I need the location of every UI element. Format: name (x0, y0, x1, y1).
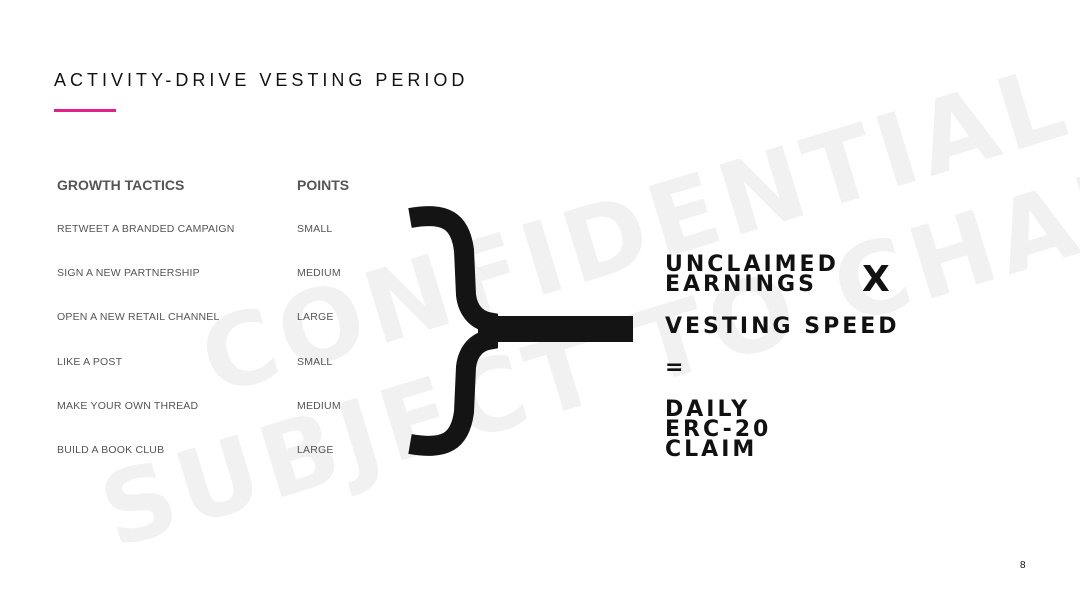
tactic-row: LIKE A POST (57, 356, 123, 368)
vesting-speed-term: VESTING SPEED (665, 314, 900, 339)
result-line1: DAILY (665, 397, 750, 422)
result-line2: ERC-20 (665, 417, 772, 442)
growth-tactics-header: GROWTH TACTICS (57, 177, 185, 193)
points-header: POINTS (297, 177, 350, 193)
curly-brace-arrow-icon (408, 206, 633, 456)
multiply-operator: X (862, 259, 890, 300)
term1-line2: EARNINGS (665, 272, 817, 297)
page-number: 8 (1020, 560, 1026, 571)
points-row: SMALL (297, 356, 333, 368)
points-row: LARGE (297, 311, 334, 323)
daily-claim-result: DAILY ERC-20 CLAIM (665, 397, 772, 462)
tactic-row: RETWEET A BRANDED CAMPAIGN (57, 223, 235, 235)
equals-sign: = (665, 355, 687, 380)
tactic-row: BUILD A BOOK CLUB (57, 444, 165, 456)
unclaimed-earnings-term: UNCLAIMED EARNINGS (665, 252, 839, 297)
points-row: MEDIUM (297, 400, 341, 412)
slide-title: ACTIVITY-DRIVE VESTING PERIOD (54, 70, 469, 90)
term1-line1: UNCLAIMED (665, 252, 839, 277)
title-underline (54, 109, 116, 112)
tactic-row: SIGN A NEW PARTNERSHIP (57, 267, 200, 279)
tactic-row: MAKE YOUR OWN THREAD (57, 400, 199, 412)
tactic-row: OPEN A NEW RETAIL CHANNEL (57, 311, 220, 323)
points-row: MEDIUM (297, 267, 341, 279)
result-line3: CLAIM (665, 437, 758, 462)
term2: VESTING SPEED (665, 314, 900, 339)
points-row: SMALL (297, 223, 333, 235)
points-row: LARGE (297, 444, 334, 456)
